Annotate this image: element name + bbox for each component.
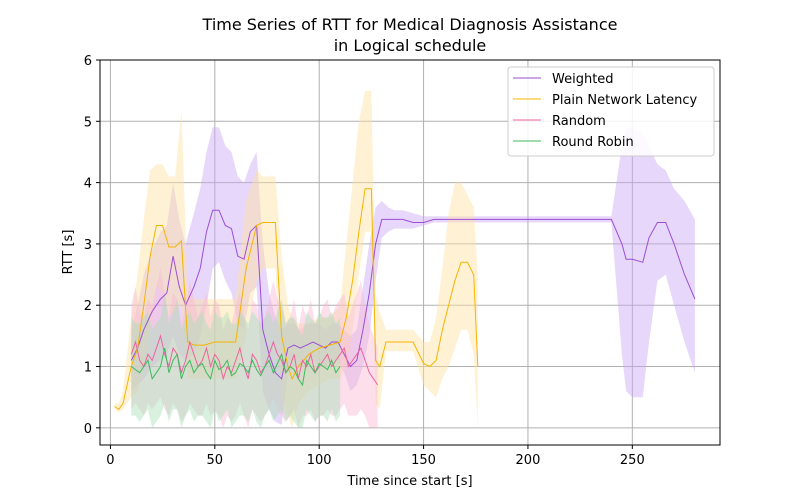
y-tick-label: 3 <box>84 238 92 253</box>
legend-label-round-robin: Round Robin <box>552 135 634 150</box>
legend-label-plain-network-latency: Plain Network Latency <box>552 93 698 108</box>
legend-box <box>507 66 715 157</box>
legend: Weighted Plain Network Latency Random Round… <box>507 66 715 157</box>
y-tick-label: 0 <box>84 422 92 437</box>
band-plain-network-latency <box>114 90 478 428</box>
x-tick-label: 100 <box>307 453 332 468</box>
x-tick-label: 250 <box>620 453 645 468</box>
confidence-bands <box>114 90 695 428</box>
y-tick-label: 5 <box>84 115 92 130</box>
legend-label-random: Random <box>552 114 606 129</box>
y-axis-label: RTT [s] <box>61 230 76 275</box>
x-tick-label: 50 <box>207 453 224 468</box>
x-tick-label: 0 <box>106 453 114 468</box>
plot-frame <box>99 59 721 446</box>
line-round-robin <box>131 347 341 387</box>
x-axis-label: Time since start [s] <box>346 474 472 489</box>
axis-ticks: 0 50 100 150 200 250 0 1 2 3 4 5 6 <box>84 54 645 468</box>
chart-title: Time Series of RTT for Medical Diagnosis… <box>202 15 618 34</box>
band-random <box>131 268 378 428</box>
y-tick-label: 1 <box>84 361 92 376</box>
x-tick-label: 150 <box>411 453 436 468</box>
legend-label-weighted: Weighted <box>552 72 614 87</box>
line-random <box>130 334 379 386</box>
y-tick-label: 2 <box>84 299 92 314</box>
x-tick-label: 200 <box>516 453 541 468</box>
line-weighted <box>130 209 696 380</box>
y-tick-label: 4 <box>84 177 92 192</box>
series-lines <box>114 188 696 411</box>
band-weighted <box>131 127 695 425</box>
line-plain-network-latency <box>114 188 479 411</box>
chart-subtitle: in Logical schedule <box>334 36 487 55</box>
y-tick-label: 6 <box>84 54 92 69</box>
